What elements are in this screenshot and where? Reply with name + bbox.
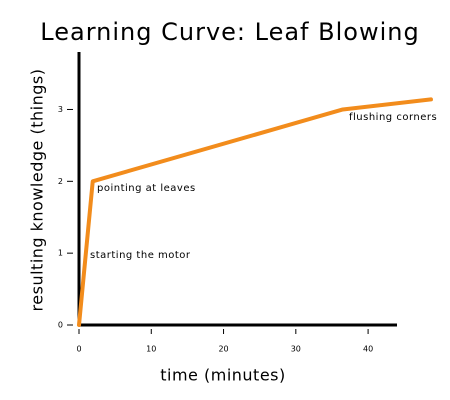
x-tick-label: 30 — [291, 345, 301, 354]
annotation: flushing corners — [349, 112, 437, 123]
chart-title: Learning Curve: Leaf Blowing — [40, 18, 419, 46]
x-tick-label: 40 — [363, 345, 373, 354]
y-tick-label: 0 — [58, 321, 63, 330]
y-tick-label: 3 — [58, 105, 63, 114]
x-tick-label: 10 — [146, 345, 156, 354]
x-tick-label: 0 — [76, 345, 81, 354]
data-line — [77, 97, 433, 327]
x-tick-label: 20 — [218, 345, 228, 354]
x-axis-label: time (minutes) — [160, 366, 285, 385]
y-tick-label: 1 — [58, 249, 63, 258]
annotation: pointing at leaves — [97, 183, 196, 194]
annotation: starting the motor — [90, 250, 191, 261]
y-axis-label: resulting knowledge (things) — [28, 69, 47, 312]
y-tick-label: 2 — [58, 177, 63, 186]
